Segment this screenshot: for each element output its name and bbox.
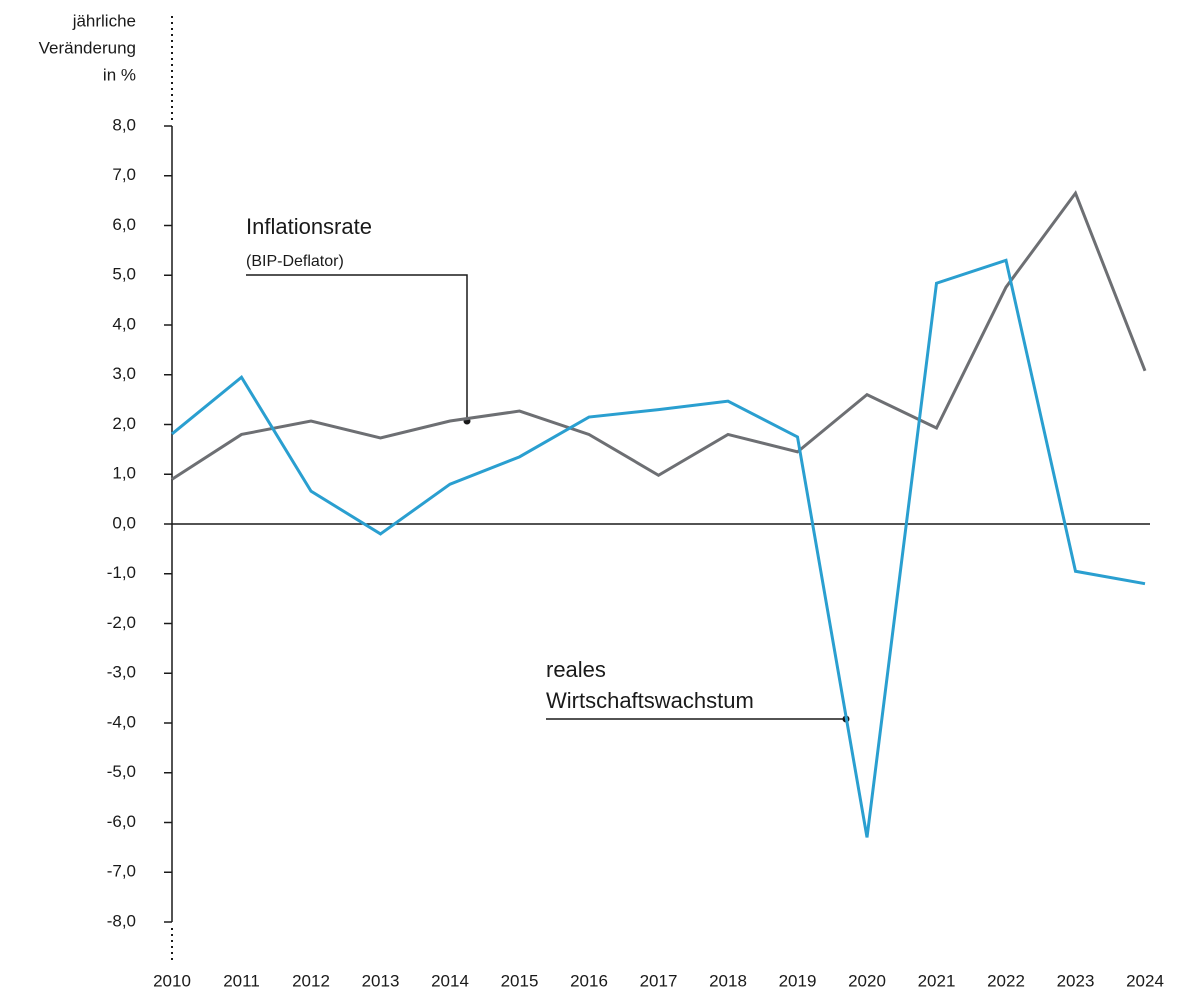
- series-line: [171, 190, 1147, 481]
- x-tick-label: 2018: [709, 971, 747, 990]
- y-tick-label: -5,0: [107, 762, 136, 781]
- x-tick-label: 2015: [501, 971, 539, 990]
- annotation: (BIP-Deflator): [246, 253, 344, 270]
- y-axis-label: Veränderung: [39, 38, 136, 57]
- y-tick-label: 6,0: [112, 215, 136, 234]
- series-line: [171, 258, 1146, 838]
- x-tick-label: 2013: [362, 971, 400, 990]
- annotation: reales: [546, 657, 606, 682]
- y-tick-label: -2,0: [107, 613, 136, 632]
- x-tick-label: 2019: [779, 971, 817, 990]
- y-tick-label: -4,0: [107, 712, 136, 731]
- y-tick-label: 5,0: [112, 265, 136, 284]
- x-tick-label: 2023: [1057, 971, 1095, 990]
- x-tick-label: 2021: [918, 971, 956, 990]
- y-tick-label: -1,0: [107, 563, 136, 582]
- y-tick-label: -3,0: [107, 663, 136, 682]
- leader-line: [246, 274, 468, 421]
- x-tick-label: 2014: [431, 971, 469, 990]
- y-axis-label: jährliche: [72, 11, 136, 30]
- x-tick-label: 2020: [848, 971, 886, 990]
- y-tick-label: -6,0: [107, 812, 136, 831]
- x-tick-label: 2012: [292, 971, 330, 990]
- x-tick-label: 2017: [640, 971, 678, 990]
- y-tick-label: 1,0: [112, 464, 136, 483]
- x-tick-label: 2011: [223, 971, 260, 990]
- y-tick-label: 3,0: [112, 364, 136, 383]
- y-tick-label: 2,0: [112, 414, 136, 433]
- x-tick-label: 2010: [153, 971, 191, 990]
- annotation: Wirtschaftswachstum: [546, 688, 754, 713]
- y-tick-label: -8,0: [107, 911, 136, 930]
- y-tick-label: 0,0: [112, 513, 136, 532]
- annotation: Inflationsrate: [246, 214, 372, 239]
- y-tick-label: -7,0: [107, 862, 136, 881]
- x-tick-label: 2022: [987, 971, 1025, 990]
- y-tick-label: 7,0: [112, 165, 136, 184]
- y-tick-label: 8,0: [112, 115, 136, 134]
- y-tick-label: 4,0: [112, 314, 136, 333]
- x-tick-label: 2024: [1126, 971, 1164, 990]
- x-tick-label: 2016: [570, 971, 608, 990]
- y-axis-label: in %: [103, 65, 136, 84]
